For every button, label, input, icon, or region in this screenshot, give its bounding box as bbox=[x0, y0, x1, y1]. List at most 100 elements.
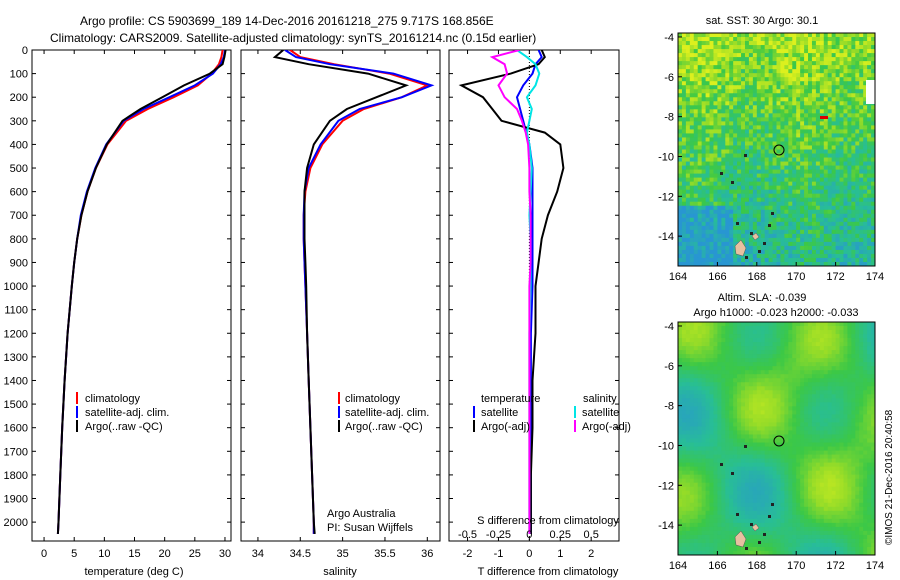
map-cell bbox=[701, 462, 707, 468]
map-cell bbox=[721, 390, 726, 395]
map-cell bbox=[678, 109, 683, 114]
map-cell bbox=[760, 81, 766, 86]
map-cell bbox=[808, 125, 813, 130]
map-cell bbox=[780, 125, 785, 130]
map-cell bbox=[701, 426, 707, 431]
map-cell bbox=[748, 37, 754, 42]
map-cell bbox=[815, 374, 821, 379]
map-cell bbox=[851, 57, 856, 62]
map-cell bbox=[721, 414, 726, 419]
map-cell bbox=[733, 253, 738, 259]
map-cell bbox=[685, 61, 691, 66]
map-cell bbox=[800, 149, 805, 155]
map-cell bbox=[768, 249, 774, 255]
map-cell bbox=[839, 141, 844, 146]
map-cell bbox=[776, 193, 781, 199]
map-cell bbox=[784, 338, 789, 343]
map-cell bbox=[819, 101, 825, 106]
map-cell bbox=[871, 390, 876, 395]
map-cell bbox=[768, 402, 774, 407]
map-cell bbox=[843, 117, 848, 122]
map-cell bbox=[681, 446, 687, 452]
map-cell bbox=[748, 161, 754, 167]
map-cell bbox=[867, 390, 872, 395]
map-cell bbox=[678, 189, 683, 195]
map-cell bbox=[685, 93, 691, 98]
map-cell bbox=[701, 418, 707, 423]
map-cell bbox=[792, 165, 797, 171]
map-cell bbox=[804, 338, 809, 343]
map-cell bbox=[823, 257, 829, 263]
map-cell bbox=[839, 157, 844, 163]
map-cell bbox=[780, 434, 785, 439]
map-cell bbox=[772, 233, 777, 239]
map-cell bbox=[768, 462, 774, 468]
map-cell bbox=[800, 410, 805, 415]
map-cell bbox=[831, 133, 837, 138]
map-cell bbox=[772, 257, 777, 263]
map-cell bbox=[855, 330, 860, 335]
map-cell bbox=[815, 61, 821, 66]
map-cell bbox=[792, 350, 797, 355]
map-cell bbox=[760, 101, 766, 106]
map-cell bbox=[756, 462, 762, 468]
map-cell bbox=[689, 89, 695, 94]
map-cell bbox=[737, 378, 742, 383]
map-cell bbox=[839, 390, 844, 395]
map-cell bbox=[788, 462, 793, 468]
map-cell bbox=[741, 41, 746, 46]
map-cell bbox=[815, 37, 821, 42]
map-cell bbox=[697, 153, 703, 159]
map-cell bbox=[823, 113, 829, 118]
map-cell bbox=[780, 354, 785, 359]
map-cell bbox=[725, 49, 730, 54]
map-cell bbox=[811, 45, 817, 50]
map-cell bbox=[772, 129, 777, 134]
map-cell bbox=[729, 229, 734, 235]
map-cell bbox=[697, 57, 703, 62]
map-cell bbox=[823, 121, 829, 126]
map-cell bbox=[752, 422, 758, 427]
map-cell bbox=[768, 434, 774, 439]
map-cell bbox=[756, 334, 762, 339]
map-cell bbox=[678, 77, 683, 82]
map-cell bbox=[685, 454, 691, 460]
map-cell bbox=[867, 458, 872, 464]
map-cell bbox=[811, 217, 817, 223]
map-cell bbox=[835, 366, 841, 371]
map-cell bbox=[701, 354, 707, 359]
map-cell bbox=[863, 77, 868, 82]
map-cell bbox=[847, 442, 852, 448]
map-cell bbox=[764, 418, 770, 423]
map-cell bbox=[780, 378, 785, 383]
map-cell bbox=[689, 249, 695, 255]
map-cell bbox=[796, 169, 801, 175]
map-cell bbox=[689, 181, 695, 187]
map-cell bbox=[725, 153, 730, 159]
map-cell bbox=[831, 81, 837, 86]
map-cell bbox=[744, 165, 750, 171]
map-cell bbox=[689, 97, 695, 102]
map-cell bbox=[839, 225, 844, 231]
map-cell bbox=[819, 181, 825, 187]
map-cell bbox=[843, 169, 848, 175]
map-cell bbox=[681, 394, 687, 399]
map-cell bbox=[721, 430, 726, 435]
map-cell bbox=[748, 33, 754, 38]
map-cell bbox=[780, 382, 785, 387]
map-cell bbox=[725, 33, 730, 38]
map-cell bbox=[681, 241, 687, 247]
map-cell bbox=[863, 209, 868, 215]
map-cell bbox=[713, 137, 718, 142]
map-cell bbox=[678, 430, 683, 435]
map-cell bbox=[851, 133, 856, 138]
map-cell bbox=[760, 382, 766, 387]
map-cell bbox=[772, 221, 777, 227]
map-cell bbox=[685, 334, 691, 339]
map-cell bbox=[744, 382, 750, 387]
map-cell bbox=[827, 157, 833, 163]
map-cell bbox=[827, 245, 833, 251]
map-cell bbox=[760, 141, 766, 146]
map-cell bbox=[843, 446, 848, 452]
map-cell bbox=[760, 73, 766, 78]
